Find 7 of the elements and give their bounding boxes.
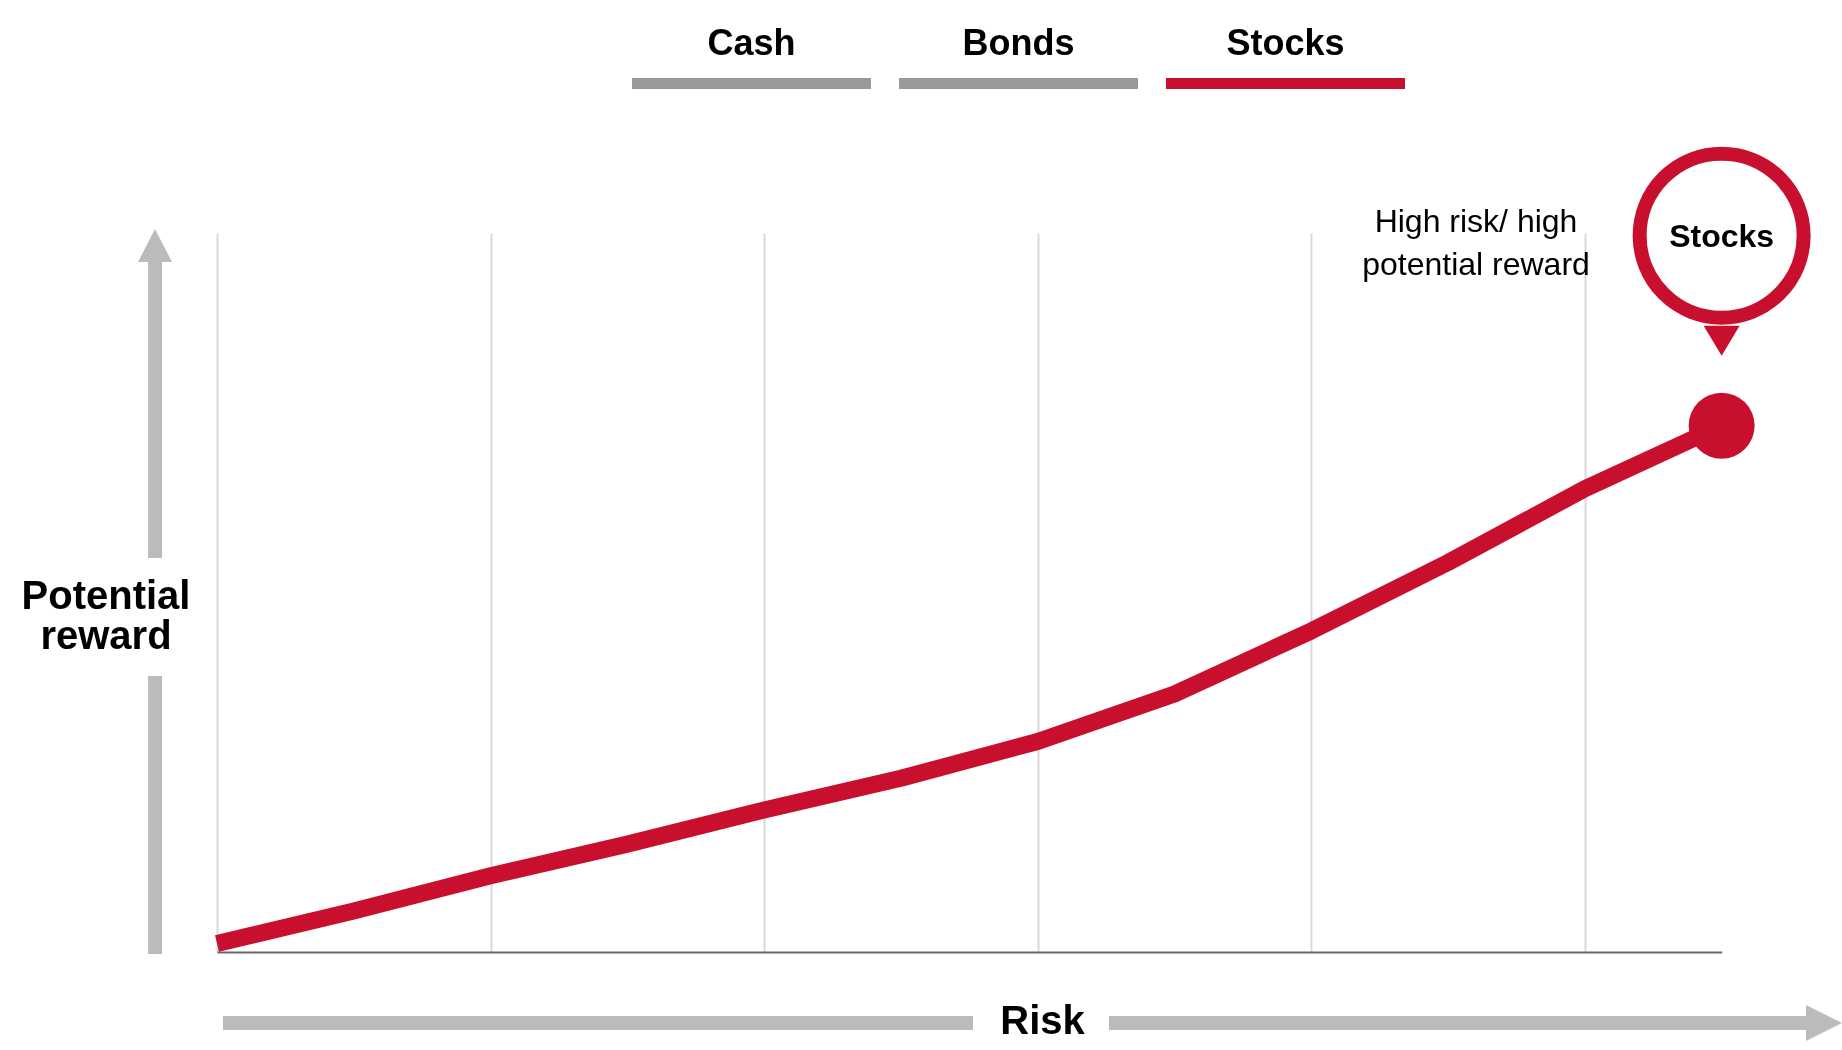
y-axis-title: Potential reward [20, 573, 192, 657]
text: High risk/ high potential reward [1361, 202, 1591, 284]
x-axis-title: Risk [999, 998, 1086, 1042]
text: Stocks [1669, 217, 1775, 254]
text: Cash [706, 22, 797, 64]
text: Bonds [961, 22, 1076, 64]
text: Stocks [1225, 22, 1346, 64]
